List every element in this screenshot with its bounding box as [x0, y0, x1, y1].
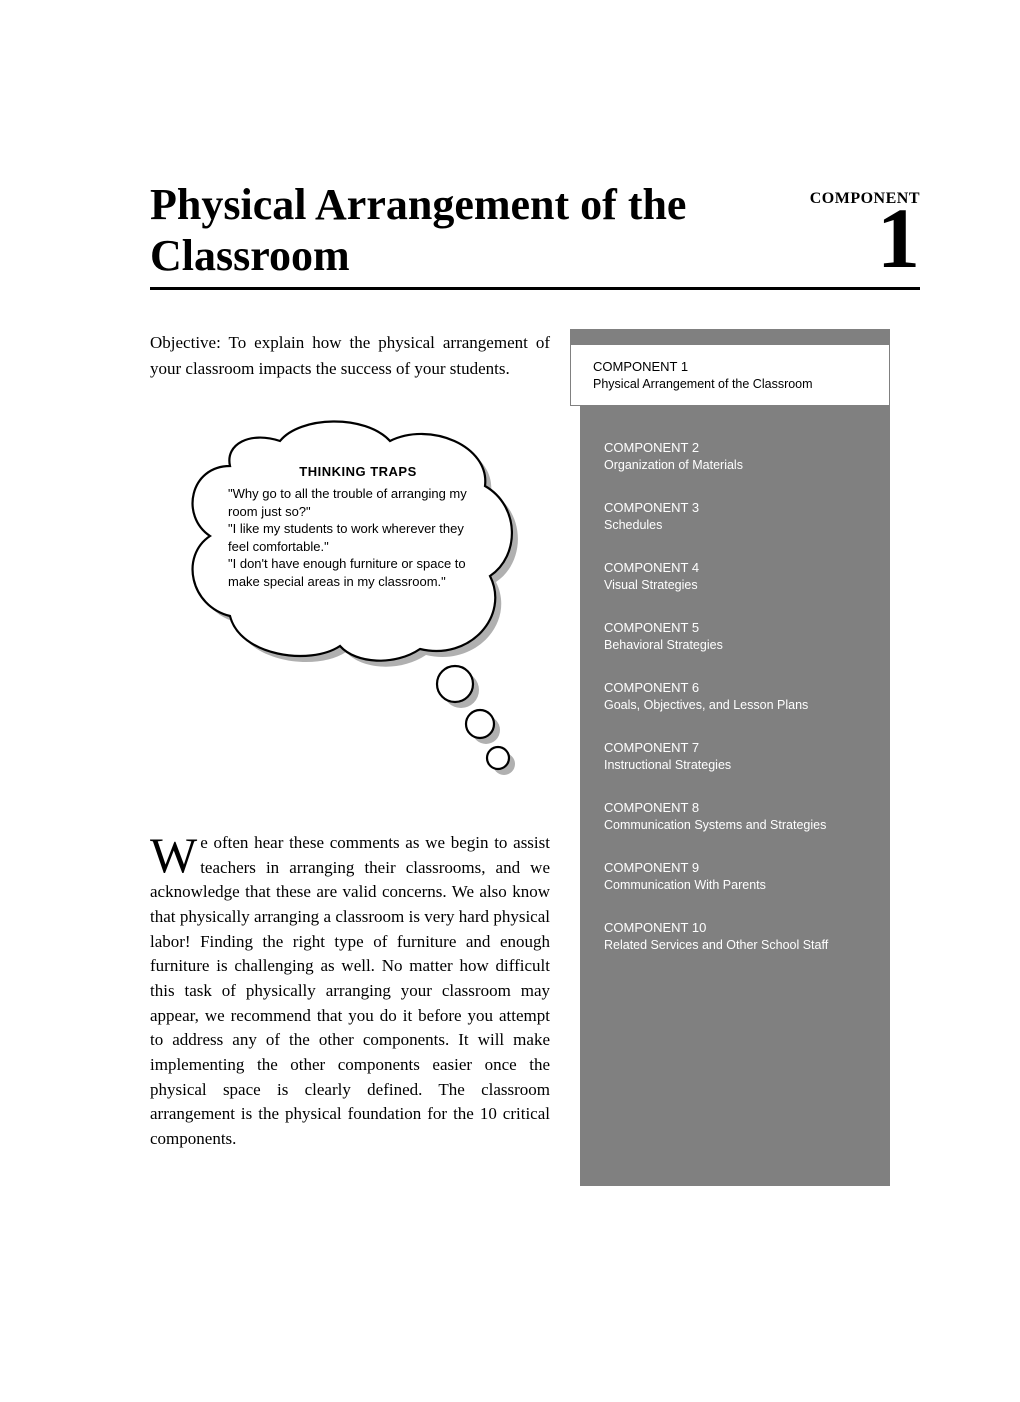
component-num: COMPONENT 3: [604, 500, 872, 515]
thinking-traps-title: THINKING TRAPS: [228, 464, 488, 479]
component-name: Related Services and Other School Staff: [604, 938, 872, 952]
sidebar-item-component-6: COMPONENT 6 Goals, Objectives, and Lesso…: [580, 666, 890, 726]
body-paragraph: We often hear these comments as we begin…: [150, 831, 550, 1151]
sidebar-item-component-2: COMPONENT 2 Organization of Materials: [580, 426, 890, 486]
component-name: Schedules: [604, 518, 872, 532]
cloud-text-wrap: THINKING TRAPS "Why go to all the troubl…: [228, 464, 488, 590]
chapter-title: Physical Arrangement of the Classroom: [150, 180, 810, 281]
component-name: Communication Systems and Strategies: [604, 818, 872, 832]
thinking-traps-cloud: THINKING TRAPS "Why go to all the troubl…: [170, 406, 530, 806]
component-name: Communication With Parents: [604, 878, 872, 892]
thinking-trap-line: "I like my students to work wherever the…: [228, 520, 488, 555]
thinking-trap-line: "I don't have enough furniture or space …: [228, 555, 488, 590]
component-num: COMPONENT 2: [604, 440, 872, 455]
component-num: COMPONENT 7: [604, 740, 872, 755]
body-text-content: e often hear these comments as we begin …: [150, 833, 550, 1148]
content-row: Objective: To explain how the physical a…: [150, 330, 920, 1186]
component-num: COMPONENT 4: [604, 560, 872, 575]
sidebar-item-component-7: COMPONENT 7 Instructional Strategies: [580, 726, 890, 786]
objective-text: Objective: To explain how the physical a…: [150, 330, 550, 381]
thinking-trap-line: "Why go to all the trouble of arranging …: [228, 485, 488, 520]
component-name: Organization of Materials: [604, 458, 872, 472]
component-num: COMPONENT 10: [604, 920, 872, 935]
component-number: 1: [810, 200, 920, 277]
sidebar-item-component-3: COMPONENT 3 Schedules: [580, 486, 890, 546]
component-num: COMPONENT 8: [604, 800, 872, 815]
sidebar-item-component-9: COMPONENT 9 Communication With Parents: [580, 846, 890, 906]
component-num: COMPONENT 9: [604, 860, 872, 875]
component-name: Visual Strategies: [604, 578, 872, 592]
component-name: Instructional Strategies: [604, 758, 872, 772]
dropcap: W: [150, 831, 200, 877]
component-name: Behavioral Strategies: [604, 638, 872, 652]
chapter-header: Physical Arrangement of the Classroom CO…: [150, 180, 920, 290]
sidebar-item-component-4: COMPONENT 4 Visual Strategies: [580, 546, 890, 606]
component-header-block: COMPONENT 1: [810, 190, 920, 281]
sidebar-item-component-5: COMPONENT 5 Behavioral Strategies: [580, 606, 890, 666]
component-name: Goals, Objectives, and Lesson Plans: [604, 698, 872, 712]
sidebar-item-component-1: COMPONENT 1 Physical Arrangement of the …: [570, 344, 890, 406]
main-column: Objective: To explain how the physical a…: [150, 330, 550, 1186]
sidebar-item-component-10: COMPONENT 10 Related Services and Other …: [580, 906, 890, 966]
components-sidebar: COMPONENT 1 Physical Arrangement of the …: [580, 336, 890, 1186]
sidebar-item-component-8: COMPONENT 8 Communication Systems and St…: [580, 786, 890, 846]
page: Physical Arrangement of the Classroom CO…: [0, 0, 1020, 1246]
component-name: Physical Arrangement of the Classroom: [593, 377, 871, 391]
component-num: COMPONENT 6: [604, 680, 872, 695]
component-num: COMPONENT 5: [604, 620, 872, 635]
component-num: COMPONENT 1: [593, 359, 871, 374]
